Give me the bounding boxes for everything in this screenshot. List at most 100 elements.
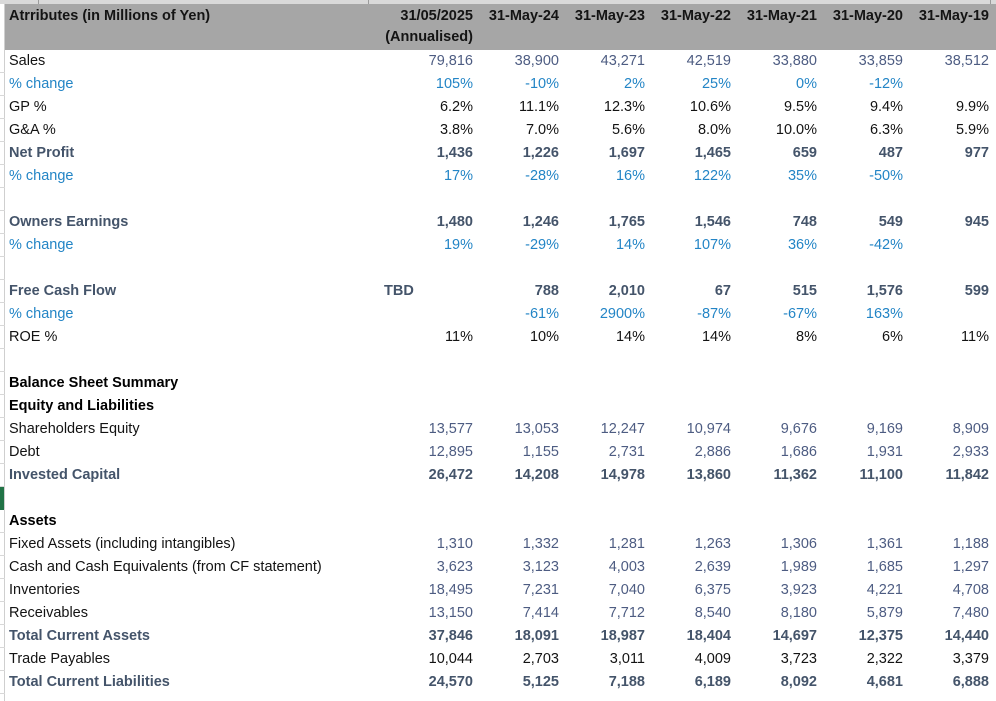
cell[interactable]: 3.8%: [439, 122, 473, 138]
cell[interactable]: 7,480: [952, 605, 989, 621]
cell[interactable]: [905, 510, 991, 533]
cell[interactable]: [819, 372, 905, 395]
cell[interactable]: 7,712: [608, 605, 645, 621]
cell[interactable]: 3,723: [780, 651, 817, 667]
header-col-may21[interactable]: 31-May-21: [746, 8, 817, 24]
cell[interactable]: 1,697: [608, 145, 645, 161]
cell[interactable]: 18,987: [600, 628, 645, 644]
cell[interactable]: 13,150: [428, 605, 473, 621]
cell[interactable]: 6,189: [694, 674, 731, 690]
row-label[interactable]: Net Profit: [9, 145, 75, 161]
cell[interactable]: 24,570: [428, 674, 473, 690]
cell[interactable]: 1,332: [522, 536, 559, 552]
cell[interactable]: 2,933: [952, 444, 989, 460]
cell[interactable]: 9,169: [866, 421, 903, 437]
cell[interactable]: 5.9%: [955, 122, 989, 138]
cell[interactable]: 7.0%: [525, 122, 559, 138]
cell[interactable]: 1,546: [694, 214, 731, 230]
cell[interactable]: 2%: [624, 76, 645, 92]
cell[interactable]: [905, 372, 991, 395]
cell[interactable]: [905, 257, 991, 280]
cell[interactable]: 11,362: [773, 467, 817, 483]
cell[interactable]: 11.1%: [518, 99, 559, 115]
cell[interactable]: -29%: [525, 237, 559, 253]
cell[interactable]: 10,974: [686, 421, 731, 437]
cell[interactable]: [819, 257, 905, 280]
cell[interactable]: 2,703: [522, 651, 559, 667]
row-label[interactable]: Inventories: [9, 582, 80, 598]
row-label[interactable]: Cash and Cash Equivalents (from CF state…: [9, 559, 322, 575]
row-label[interactable]: Total Current Assets: [9, 628, 150, 644]
cell[interactable]: 18,091: [514, 628, 559, 644]
cell[interactable]: 1,480: [436, 214, 473, 230]
row-label[interactable]: Assets: [9, 513, 57, 529]
cell[interactable]: 7,414: [522, 605, 559, 621]
cell[interactable]: [377, 487, 475, 510]
cell[interactable]: 12,895: [428, 444, 473, 460]
cell[interactable]: 6,375: [694, 582, 731, 598]
cell[interactable]: 515: [792, 283, 817, 299]
cell[interactable]: 18,495: [428, 582, 473, 598]
row-label[interactable]: Sales: [9, 53, 46, 69]
cell[interactable]: [377, 188, 475, 211]
cell[interactable]: 37,846: [428, 628, 473, 644]
cell[interactable]: [377, 303, 475, 326]
row-label[interactable]: Total Current Liabilities: [9, 674, 170, 690]
cell[interactable]: 3,623: [436, 559, 473, 575]
cell[interactable]: [819, 349, 905, 372]
header-title-cell[interactable]: Atrributes (in Millions of Yen): [9, 8, 211, 24]
cell[interactable]: 36%: [787, 237, 817, 253]
cell[interactable]: [819, 487, 905, 510]
cell[interactable]: 42,519: [686, 53, 731, 69]
cell[interactable]: 8.0%: [697, 122, 731, 138]
cell[interactable]: [475, 257, 561, 280]
cell[interactable]: [475, 349, 561, 372]
cell[interactable]: 788: [534, 283, 559, 299]
cell[interactable]: [561, 510, 647, 533]
cell[interactable]: [377, 257, 475, 280]
cell[interactable]: 122%: [693, 168, 731, 184]
cell[interactable]: 1,686: [780, 444, 817, 460]
cell[interactable]: 19%: [443, 237, 473, 253]
cell[interactable]: 1,263: [694, 536, 731, 552]
cell[interactable]: 2,731: [608, 444, 645, 460]
cell[interactable]: 1,989: [780, 559, 817, 575]
cell[interactable]: [647, 395, 733, 418]
cell[interactable]: 8,180: [780, 605, 817, 621]
cell[interactable]: 599: [964, 283, 989, 299]
cell[interactable]: [561, 372, 647, 395]
cell[interactable]: 5,879: [866, 605, 903, 621]
row-label[interactable]: % change: [9, 306, 74, 322]
cell[interactable]: 1,297: [952, 559, 989, 575]
cell[interactable]: 17%: [443, 168, 473, 184]
row-label[interactable]: Shareholders Equity: [9, 421, 140, 437]
cell[interactable]: 14%: [701, 329, 731, 345]
cell[interactable]: 8,092: [780, 674, 817, 690]
cell[interactable]: [905, 303, 991, 326]
cell[interactable]: 163%: [865, 306, 903, 322]
header-col-2025[interactable]: 31/05/2025 (Annualised): [377, 4, 475, 50]
cell[interactable]: 1,281: [608, 536, 645, 552]
row-label[interactable]: Fixed Assets (including intangibles): [9, 536, 236, 552]
cell[interactable]: 13,860: [686, 467, 731, 483]
cell[interactable]: 79,816: [428, 53, 473, 69]
cell[interactable]: [377, 372, 475, 395]
cell[interactable]: 11%: [961, 329, 989, 345]
cell[interactable]: 33,859: [858, 53, 903, 69]
cell[interactable]: [647, 510, 733, 533]
row-label[interactable]: % change: [9, 168, 74, 184]
cell[interactable]: 549: [878, 214, 903, 230]
cell[interactable]: 2900%: [599, 306, 645, 322]
cell[interactable]: 18,404: [686, 628, 731, 644]
row-label[interactable]: % change: [9, 76, 74, 92]
cell[interactable]: 5.6%: [611, 122, 645, 138]
cell[interactable]: 5,125: [522, 674, 559, 690]
cell[interactable]: 14,208: [514, 467, 559, 483]
cell[interactable]: 16%: [615, 168, 645, 184]
cell[interactable]: 3,011: [609, 651, 645, 667]
header-col-may22[interactable]: 31-May-22: [660, 8, 731, 24]
cell[interactable]: 1,306: [780, 536, 817, 552]
cell[interactable]: 1,361: [866, 536, 903, 552]
row-label[interactable]: Trade Payables: [9, 651, 111, 667]
cell[interactable]: [475, 395, 561, 418]
